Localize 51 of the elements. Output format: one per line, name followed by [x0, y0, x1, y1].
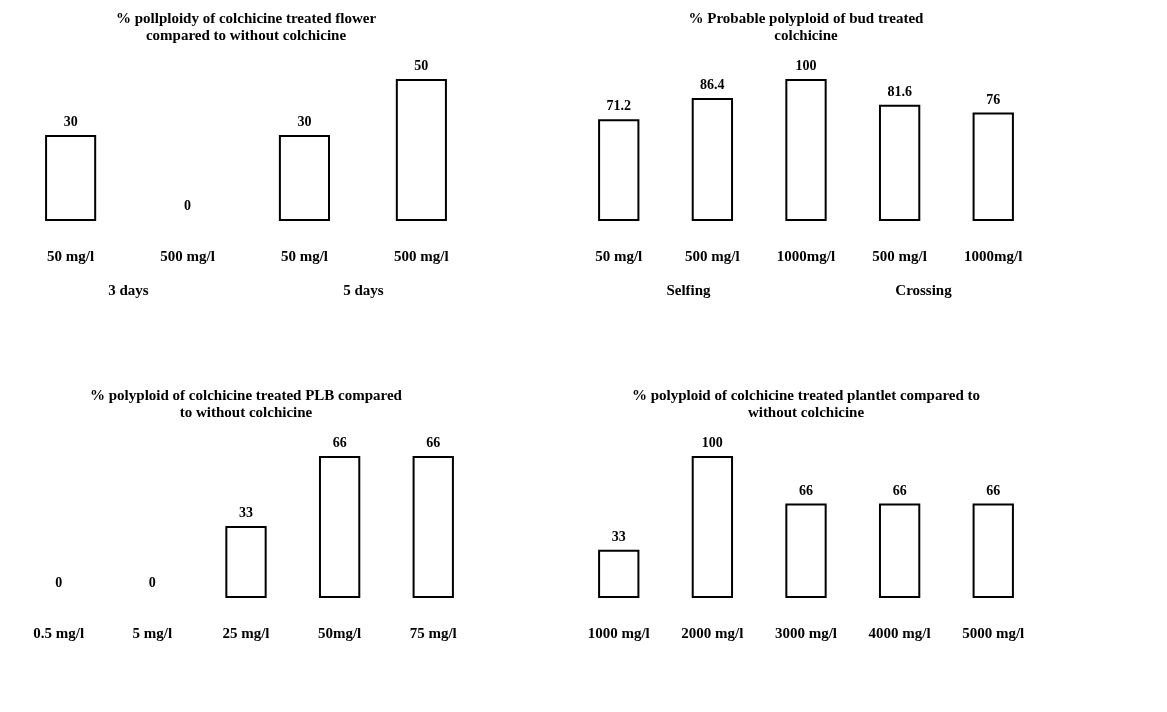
data-label: 76 — [986, 91, 1001, 107]
x-tick-label: 50mg/l — [317, 624, 362, 641]
text: 5 days — [343, 282, 384, 298]
text: Crossing — [895, 282, 953, 298]
x-tick-label: 500 mg/l — [872, 247, 927, 264]
x-tick-label: 500 mg/l — [685, 247, 740, 264]
x-tick-label: 1000 mg/l — [587, 624, 650, 641]
chart-title: % Probable polyploid of bud treated colchicine — [688, 10, 925, 43]
data-label: 100 — [795, 58, 817, 73]
bar — [878, 104, 921, 221]
x-tick-label: 4000 mg/l — [868, 624, 931, 641]
x-tick-label: 50 mg/l — [595, 247, 643, 264]
x-tick-label: 500 mg/l — [394, 247, 449, 264]
x-tick-label: 5000 mg/l — [962, 624, 1025, 641]
data-label: 33 — [239, 505, 253, 520]
x-tick-label: 5 mg/l — [132, 624, 173, 641]
x-tick-label: 1000mg/l — [776, 247, 836, 264]
bar — [598, 119, 640, 221]
bar — [785, 79, 827, 221]
data-label: 50 — [414, 58, 429, 73]
chart-title: % pollploidy of colchicine treated flower compared to without colchicine — [115, 10, 377, 43]
text: Selfing — [666, 282, 712, 298]
text: 3 days — [108, 282, 149, 298]
x-tick-label: 0.5 mg/l — [33, 624, 85, 641]
x-tick-label: 50 mg/l — [280, 247, 328, 264]
data-label: 66 — [892, 482, 907, 498]
data-label: 30 — [297, 114, 312, 129]
x-tick-label: 500 mg/l — [160, 247, 215, 264]
x-tick-label: 1000mg/l — [964, 247, 1023, 264]
x-tick-label: 75 mg/l — [409, 624, 457, 641]
x-tick-label: 3000 mg/l — [774, 624, 838, 641]
data-label: 81.6 — [887, 83, 912, 99]
bar — [691, 98, 734, 221]
chart-title: % polyploid of colchicine treated plantlet compared to without colchicine — [631, 387, 981, 420]
x-tick-label: 2000 mg/l — [681, 624, 744, 641]
data-label: 71.2 — [606, 98, 631, 114]
x-tick-label: 25 mg/l — [222, 624, 270, 641]
data-label: 0 — [55, 575, 63, 590]
data-label: 66 — [332, 435, 347, 450]
data-label: 0 — [148, 575, 156, 590]
x-tick-label: 50 mg/l — [47, 247, 95, 264]
bar — [972, 112, 1014, 221]
data-label: 0 — [184, 198, 192, 213]
data-label: 66 — [426, 435, 441, 450]
data-label: 66 — [799, 482, 813, 498]
data-label: 33 — [611, 528, 626, 544]
data-label: 86.4 — [700, 77, 725, 93]
data-label: 30 — [63, 114, 78, 129]
data-label: 100 — [701, 435, 723, 450]
data-label: 66 — [986, 482, 1001, 498]
chart-title: % polyploid of colchicine treated PLB compared to without colchicine — [90, 387, 403, 420]
